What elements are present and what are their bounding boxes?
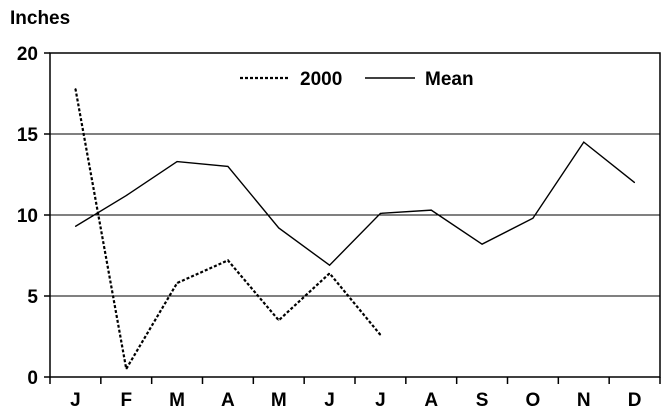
point-2000-4 [278,319,280,321]
point-mean-11 [634,182,636,184]
point-mean-4 [278,227,280,229]
x-tick-label-2: M [169,390,185,407]
series-line-mean [75,141,636,267]
x-tick-label-8: S [476,390,489,407]
x-tick-label-5: J [324,390,335,407]
y-axis-title: Inches [10,8,71,29]
point-mean-0 [74,225,76,227]
y-tick-label-5: 5 [27,287,38,308]
x-tick-label-3: A [221,390,235,407]
point-mean-2 [176,161,178,163]
point-mean-5 [329,264,331,266]
point-mean-10 [583,141,585,143]
point-2000-2 [176,282,178,284]
point-mean-9 [532,217,534,219]
x-tick-label-7: A [424,390,438,407]
legend-label-2000: 2000 [300,69,342,90]
x-tick-label-1: F [120,390,132,407]
point-2000-3 [227,259,229,261]
x-tick-label-0: J [70,390,81,407]
x-tick-label-11: D [628,390,642,407]
point-2000-1 [125,368,127,370]
y-tick-label-10: 10 [17,206,38,227]
point-mean-7 [430,209,432,211]
x-tick-label-10: N [577,390,591,407]
axes [44,52,661,384]
point-mean-6 [379,212,381,214]
x-tick-label-6: J [375,390,386,407]
point-2000-0 [74,88,76,90]
y-tick-label-0: 0 [27,368,38,389]
y-tick-label-15: 15 [17,125,39,146]
y-tick-label-20: 20 [17,44,38,65]
grid-lines [50,52,660,297]
point-mean-1 [125,195,127,197]
point-mean-3 [227,165,229,167]
series-lines [74,88,636,372]
x-tick-label-4: M [271,390,287,407]
y-tick-labels: 0 5 10 15 20 [17,44,39,389]
x-tick-label-9: O [526,390,541,407]
series-line-2000 [74,88,382,372]
point-mean-8 [481,243,483,245]
point-2000-5 [329,272,331,274]
legend: 2000 Mean [240,69,474,90]
point-2000-6 [379,334,381,336]
legend-label-mean: Mean [425,69,474,90]
